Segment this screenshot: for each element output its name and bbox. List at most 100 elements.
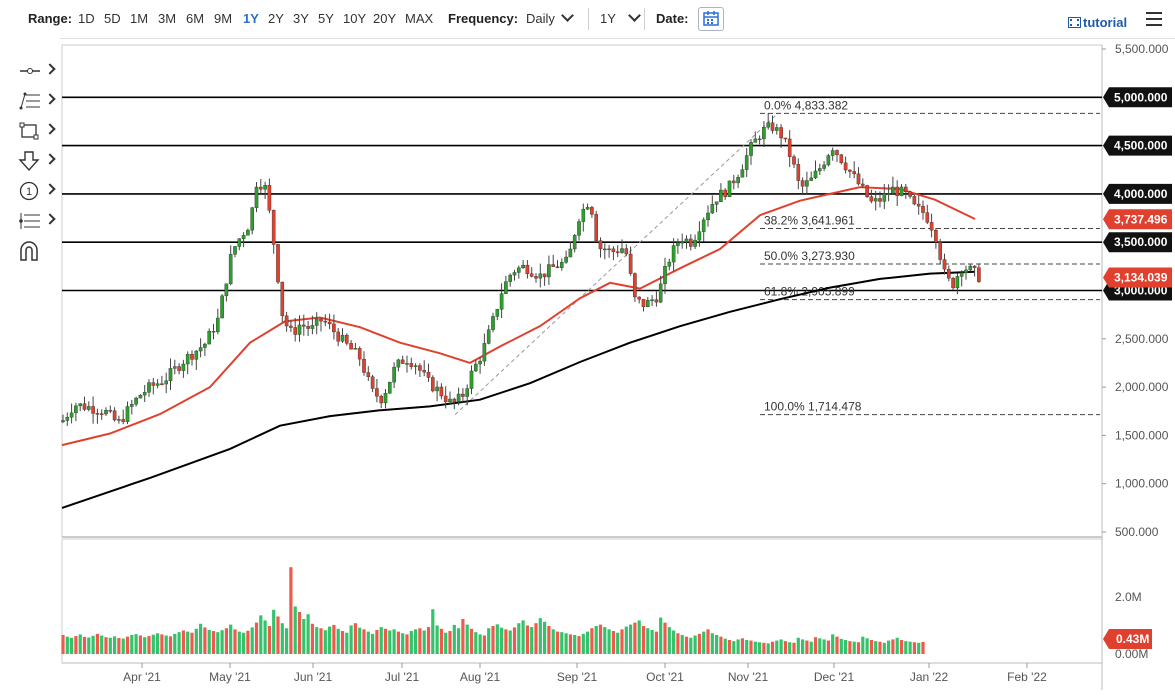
volume-bar bbox=[796, 637, 800, 654]
volume-bar bbox=[435, 625, 439, 654]
x-tick-label: Apr '21 bbox=[123, 670, 161, 684]
volume-bar bbox=[809, 641, 813, 654]
volume-bar bbox=[396, 631, 400, 654]
range-button-max[interactable]: MAX bbox=[405, 11, 434, 26]
candle-body bbox=[689, 238, 693, 247]
candle-body bbox=[388, 381, 392, 394]
rectangle-tool-button[interactable] bbox=[18, 120, 56, 142]
candle-body bbox=[129, 403, 134, 407]
candle-body bbox=[757, 138, 762, 141]
candle-body bbox=[112, 410, 117, 421]
candle-body bbox=[916, 203, 921, 207]
range-button-3y[interactable]: 3Y bbox=[293, 11, 309, 26]
volume-bar bbox=[899, 640, 904, 654]
candle-body bbox=[327, 321, 332, 325]
candle-body bbox=[749, 142, 753, 156]
volume-bar bbox=[379, 627, 383, 654]
candle-body bbox=[357, 348, 362, 360]
candle-body bbox=[86, 406, 91, 410]
volume-bar bbox=[160, 634, 164, 654]
volume-tag bbox=[1103, 629, 1152, 649]
candle-body bbox=[615, 251, 620, 253]
candle-body bbox=[835, 150, 839, 155]
volume-bar bbox=[487, 628, 491, 654]
candle-body bbox=[486, 329, 491, 344]
candle-body bbox=[878, 198, 882, 202]
candle-body bbox=[198, 347, 203, 352]
range-button-1y[interactable]: 1Y bbox=[243, 11, 259, 26]
candle-body bbox=[310, 325, 315, 329]
x-tick-label: Jun '21 bbox=[294, 670, 333, 684]
volume-bar bbox=[861, 636, 865, 654]
candle-body bbox=[99, 413, 104, 415]
candle-body bbox=[375, 388, 379, 397]
magnet-button[interactable] bbox=[18, 240, 54, 262]
x-tick-label: Nov '21 bbox=[728, 670, 769, 684]
period-select[interactable]: 1Y bbox=[600, 9, 641, 26]
range-button-6m[interactable]: 6M bbox=[186, 11, 205, 26]
range-button-20y[interactable]: 20Y bbox=[373, 11, 397, 26]
candle-body bbox=[478, 360, 482, 365]
candle-body bbox=[551, 264, 555, 267]
candle-body bbox=[641, 299, 646, 307]
volume-bar bbox=[242, 632, 246, 654]
candle-body bbox=[783, 137, 788, 140]
candle-body bbox=[796, 164, 801, 181]
pitchfork-tool-button[interactable] bbox=[18, 210, 56, 232]
range-button-1m[interactable]: 1M bbox=[130, 11, 149, 26]
volume-bar bbox=[663, 622, 667, 654]
candle-body bbox=[603, 248, 607, 251]
volume-bar bbox=[469, 628, 474, 654]
line-tool-button[interactable] bbox=[18, 60, 56, 82]
candle-body bbox=[160, 383, 164, 385]
volume-bar bbox=[607, 629, 611, 654]
volume-bar bbox=[508, 630, 512, 654]
range-button-3m[interactable]: 3M bbox=[158, 11, 177, 26]
candle-body bbox=[701, 219, 706, 232]
candle-body bbox=[861, 183, 865, 186]
volume-bar bbox=[753, 641, 757, 654]
level-price-tag-label: 4,500.000 bbox=[1114, 139, 1168, 153]
candle-body bbox=[676, 242, 680, 246]
candle-body bbox=[938, 242, 942, 260]
volume-bar bbox=[362, 629, 366, 654]
y-tick-label: 1,500.000 bbox=[1115, 428, 1169, 442]
volume-bar bbox=[805, 640, 809, 654]
frequency-select[interactable]: Daily bbox=[526, 9, 574, 26]
range-button-2y[interactable]: 2Y bbox=[268, 11, 284, 26]
volume-bar bbox=[224, 628, 228, 654]
candle-body bbox=[654, 299, 659, 303]
range-button-1d[interactable]: 1D bbox=[78, 11, 95, 26]
range-button-10y[interactable]: 10Y bbox=[343, 11, 367, 26]
volume-bar bbox=[500, 627, 504, 654]
candle-body bbox=[809, 177, 813, 181]
volume-bar bbox=[138, 635, 142, 654]
candle-body bbox=[465, 388, 470, 397]
candle-body bbox=[529, 273, 534, 277]
hamburger-menu-icon[interactable] bbox=[1146, 12, 1162, 26]
current-price-tag bbox=[1103, 209, 1172, 230]
candle-body bbox=[912, 196, 917, 205]
candle-body bbox=[826, 155, 831, 166]
arrow-tool-button[interactable] bbox=[18, 150, 56, 172]
volume-bar bbox=[113, 636, 117, 654]
number-marker-tool-button[interactable]: 1 bbox=[18, 180, 56, 202]
calendar-button[interactable] bbox=[698, 7, 724, 31]
candle-body bbox=[418, 365, 422, 371]
volume-bar bbox=[87, 637, 91, 654]
x-tick-label: Feb '22 bbox=[1007, 670, 1047, 684]
range-button-9m[interactable]: 9M bbox=[214, 11, 233, 26]
candle-body bbox=[770, 122, 775, 131]
volume-bar bbox=[371, 633, 375, 654]
volume-bar bbox=[775, 640, 779, 654]
fib-tool-button[interactable] bbox=[18, 90, 56, 112]
range-button-5y[interactable]: 5Y bbox=[318, 11, 334, 26]
range-button-5d[interactable]: 5D bbox=[104, 11, 121, 26]
candle-body bbox=[611, 248, 616, 252]
volume-bar bbox=[676, 633, 680, 654]
volume-bar bbox=[749, 640, 753, 654]
level-price-tag bbox=[1103, 135, 1172, 156]
candle-body bbox=[534, 276, 538, 279]
tutorial-link[interactable]: tutorial bbox=[1068, 15, 1127, 30]
